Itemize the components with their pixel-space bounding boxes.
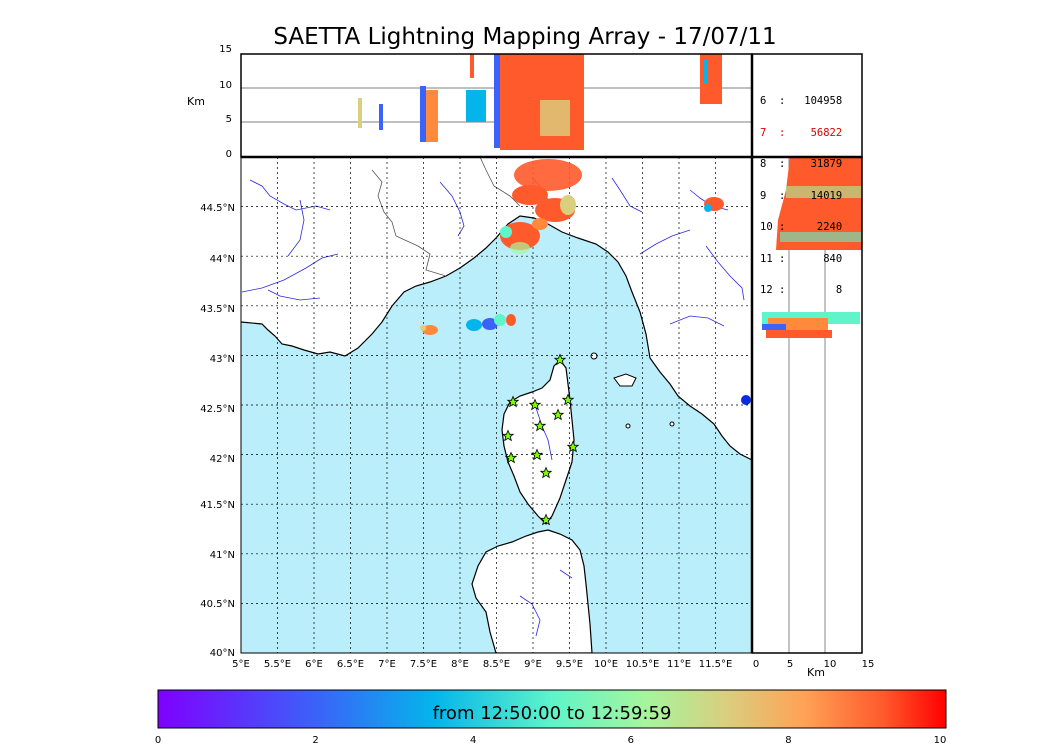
lon-label: 8°E bbox=[451, 659, 469, 670]
lat-label: 40.5°N bbox=[200, 599, 235, 610]
top-y-tick: 5 bbox=[226, 114, 232, 125]
lon-label: 7.5°E bbox=[410, 659, 437, 670]
stats-row: 10 : 2240 bbox=[760, 221, 843, 233]
map-panel bbox=[241, 157, 752, 653]
star-icon bbox=[539, 513, 553, 526]
lat-label: 43.5°N bbox=[200, 304, 235, 315]
lon-label: 6°E bbox=[305, 659, 323, 670]
star-icon bbox=[528, 398, 542, 411]
colorbar-tick: 4 bbox=[470, 735, 476, 746]
star-icon bbox=[551, 408, 565, 421]
top-y-tick: 15 bbox=[219, 44, 232, 55]
map-grid bbox=[241, 157, 752, 653]
country-border bbox=[371, 169, 447, 277]
star-icon bbox=[501, 429, 515, 442]
lat-label: 44.5°N bbox=[200, 203, 235, 214]
colorbar-label: from 12:50:00 to 12:59:59 bbox=[432, 703, 672, 724]
latitude-labels: 40°N 40.5°N 41°N 41.5°N 42°N 42.5°N 43°N… bbox=[200, 203, 235, 659]
lon-label: 5.5°E bbox=[264, 659, 291, 670]
star-icon bbox=[561, 393, 575, 406]
lon-label: 7°E bbox=[378, 659, 396, 670]
stats-row: 8 : 31879 bbox=[760, 158, 843, 170]
lat-label: 41°N bbox=[210, 550, 235, 561]
lon-label: 10°E bbox=[594, 659, 618, 670]
top-y-axis-label: Km bbox=[187, 95, 205, 108]
lat-label: 41.5°N bbox=[200, 500, 235, 511]
colorbar-tick: 6 bbox=[628, 735, 634, 746]
capraia-island bbox=[590, 352, 598, 360]
lightning-sources-map bbox=[420, 159, 751, 405]
top-y-tick: 0 bbox=[226, 149, 232, 160]
stats-row: 12 : 8 bbox=[760, 284, 843, 296]
lon-label: 8.5°E bbox=[483, 659, 510, 670]
side-x-tick: 5 bbox=[787, 659, 793, 670]
colorbar-tick: 10 bbox=[934, 735, 947, 746]
small-island bbox=[625, 423, 631, 429]
country-border bbox=[479, 157, 521, 207]
lon-label: 6.5°E bbox=[337, 659, 364, 670]
star-icon bbox=[506, 395, 520, 408]
station-marker-east bbox=[741, 395, 751, 405]
side-x-tick: 0 bbox=[753, 659, 759, 670]
colorbar-tick: 8 bbox=[785, 735, 791, 746]
lon-label: 11.5°E bbox=[699, 659, 733, 670]
stats-box bbox=[751, 53, 863, 158]
source-count-table: 6 : 104958 7 : 56822 8 : 31879 9 : 14019… bbox=[760, 75, 842, 317]
stats-row: 11 : 840 bbox=[760, 252, 843, 265]
star-icon bbox=[566, 440, 580, 453]
coastline bbox=[241, 215, 752, 461]
side-x-tick: 15 bbox=[862, 659, 875, 670]
top-y-tick: 10 bbox=[219, 80, 232, 91]
star-icon bbox=[539, 466, 553, 479]
top-altitude-panel bbox=[241, 54, 752, 157]
lon-label: 10.5°E bbox=[626, 659, 660, 670]
colorbar-ticks: 0 2 4 6 8 10 bbox=[155, 735, 947, 746]
side-x-tick: 10 bbox=[824, 659, 837, 670]
top-y-ticks: 0 5 10 15 bbox=[219, 44, 232, 160]
colorbar-tick: 0 bbox=[155, 735, 161, 746]
lat-label: 40°N bbox=[210, 648, 235, 659]
stats-row: 9 : 14019 bbox=[760, 189, 843, 202]
star-icon bbox=[533, 419, 547, 432]
stats-row-highlight: 7 : 56822 bbox=[760, 126, 843, 139]
stations bbox=[501, 353, 580, 526]
lon-label: 9°E bbox=[524, 659, 542, 670]
lon-label: 5°E bbox=[232, 659, 250, 670]
side-altitude-panel bbox=[752, 157, 862, 653]
side-x-ticks: 0 5 10 15 bbox=[753, 659, 875, 670]
star-icon bbox=[504, 451, 518, 464]
small-island bbox=[669, 421, 675, 427]
colorbar-tick: 2 bbox=[312, 735, 318, 746]
lon-label: 9.5°E bbox=[556, 659, 583, 670]
lat-label: 42°N bbox=[210, 454, 235, 465]
sardinia-island bbox=[471, 529, 593, 653]
side-x-axis-label: Km bbox=[807, 666, 825, 679]
longitude-labels: 5°E 5.5°E 6°E 6.5°E 7°E 7.5°E 8°E 8.5°E … bbox=[232, 659, 732, 670]
lon-label: 11°E bbox=[667, 659, 691, 670]
lat-label: 44°N bbox=[210, 254, 235, 265]
star-icon bbox=[530, 448, 544, 461]
elba-island bbox=[613, 373, 637, 387]
lat-label: 42.5°N bbox=[200, 404, 235, 415]
stats-row: 6 : 104958 bbox=[760, 95, 843, 107]
lat-label: 43°N bbox=[210, 354, 235, 365]
colorbar bbox=[157, 689, 947, 729]
figure-title: SAETTA Lightning Mapping Array - 17/07/1… bbox=[273, 24, 777, 50]
corsica-island bbox=[501, 359, 575, 525]
star-icon bbox=[553, 353, 567, 366]
sea-area bbox=[241, 216, 752, 653]
